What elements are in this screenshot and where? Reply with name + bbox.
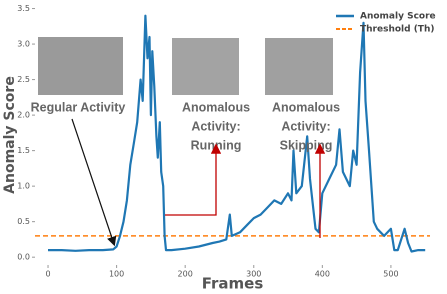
legend-label: Anomaly Score xyxy=(360,12,436,22)
annotation: Skipping xyxy=(280,138,333,152)
annotation: Anomalous xyxy=(272,100,340,114)
x-tick-label: 300 xyxy=(246,270,261,279)
legend-label: Threshold (Th) xyxy=(360,25,434,35)
frame-image xyxy=(38,37,123,95)
y-tick-label: 0.0 xyxy=(17,253,30,262)
x-tick-label: 100 xyxy=(109,270,124,279)
y-tick-label: 2.5 xyxy=(17,75,30,84)
y-tick-label: 0.5 xyxy=(17,217,30,226)
y-tick-label: 3.5 xyxy=(17,4,30,13)
x-tick-label: 200 xyxy=(178,270,193,279)
x-tick-label: 500 xyxy=(383,270,398,279)
frame-image xyxy=(265,38,333,95)
y-tick-label: 1.5 xyxy=(17,146,30,155)
annotation: Anomalous xyxy=(182,100,250,114)
arrow xyxy=(165,143,222,216)
x-axis-label: Frames xyxy=(202,275,264,293)
annotation: Activity: xyxy=(191,119,240,133)
frame-image xyxy=(172,38,239,95)
x-tick-label: 400 xyxy=(315,270,330,279)
annotation: Activity: xyxy=(281,119,330,133)
y-tick-label: 3.0 xyxy=(17,40,30,49)
x-tick-label: 0 xyxy=(45,270,50,279)
y-axis-label: Anomaly Score xyxy=(2,76,18,194)
y-tick-label: 2.0 xyxy=(17,111,30,120)
annotation: Regular Activity xyxy=(31,100,126,114)
y-tick-label: 1.0 xyxy=(17,182,30,191)
score-line xyxy=(48,14,426,253)
arrow xyxy=(71,118,117,247)
